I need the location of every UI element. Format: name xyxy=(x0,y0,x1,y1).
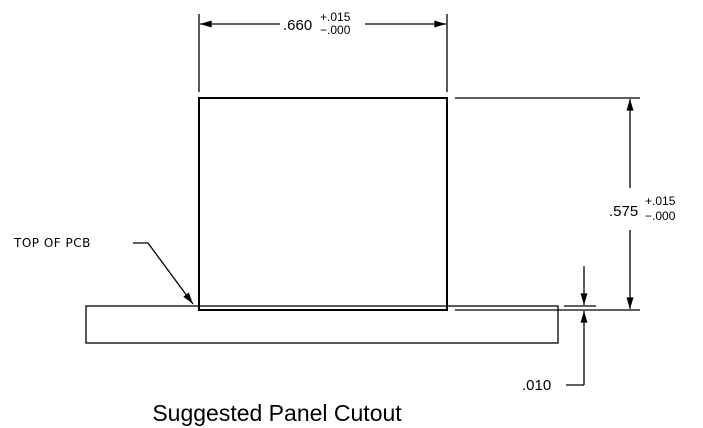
width-tol-minus: −.000 xyxy=(320,23,351,37)
cutout-outline xyxy=(198,97,448,311)
drawing-caption: Suggested Panel Cutout xyxy=(152,400,402,426)
callout-label: TOP OF PCB xyxy=(13,236,91,250)
pcb-outline xyxy=(85,305,559,344)
height-dimension: .575 +.015 −.000 xyxy=(455,97,676,311)
height-nominal: .575 xyxy=(609,203,638,220)
height-tol-minus: −.000 xyxy=(645,209,676,223)
width-tol-plus: +.015 xyxy=(320,10,351,24)
gap-dimension: .010 xyxy=(522,266,596,394)
height-tol-plus: +.015 xyxy=(645,194,676,208)
width-dimension: .660 +.015 −.000 xyxy=(198,10,448,92)
top-of-pcb-callout: TOP OF PCB xyxy=(13,236,194,305)
gap-value: .010 xyxy=(522,377,551,394)
width-nominal: .660 xyxy=(283,17,312,34)
